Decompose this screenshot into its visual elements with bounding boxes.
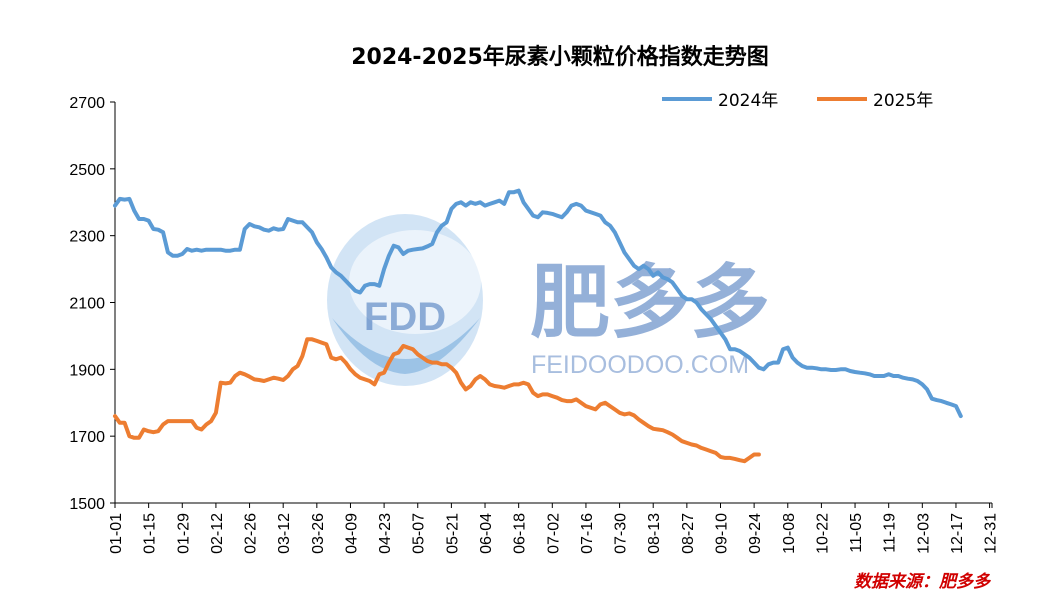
x-tick-label: 04-09 [343,513,360,554]
x-tick-label: 07-30 [613,513,630,554]
x-tick-label: 07-02 [545,513,562,554]
x-tick-label: 06-04 [478,513,495,554]
series-line-2025年 [113,337,761,464]
x-tick-label: 11-05 [848,513,865,553]
y-tick-group: 1500 1700 1900 2100 2300 2500 2700 [69,95,115,513]
x-tick-label: 04-23 [377,513,394,554]
watermark: FDD 肥多多 FEIDOODOO.COM [327,214,770,386]
x-tick-label: 05-07 [411,513,428,554]
x-tick-label: 02-26 [243,513,260,554]
x-tick-label: 03-26 [310,513,327,554]
y-tick-label: 1900 [69,362,105,379]
legend-label-2025: 2025年 [873,91,933,111]
watermark-logo-icon [327,214,483,386]
x-tick-label: 09-10 [713,513,730,554]
x-tick-label: 12-31 [983,513,1000,554]
x-tick-label: 08-13 [646,513,663,554]
x-tick-label: 01-15 [142,513,159,554]
x-tick-label: 03-12 [276,513,293,554]
x-tick-label: 06-18 [512,513,529,554]
y-tick-label: 2300 [69,229,105,246]
y-tick-label: 2700 [69,95,105,112]
x-tick-label: 01-29 [175,513,192,554]
y-tick-label: 2500 [69,162,105,179]
x-tick-label: 09-24 [747,513,764,554]
x-tick-label: 12-03 [915,513,932,554]
series-line-2024年 [113,188,963,419]
x-tick-label: 12-17 [949,513,966,554]
watermark-logo-text: FDD [364,295,446,339]
x-tick-label: 07-16 [579,513,596,554]
x-tick-label: 05-21 [444,513,461,554]
x-tick-label: 08-27 [680,513,697,554]
y-tick-label: 2100 [69,296,105,313]
series-group [113,188,963,464]
x-tick-label: 02-12 [209,513,226,554]
legend-label-2024: 2024年 [718,91,778,111]
x-tick-label: 01-01 [108,513,125,554]
y-tick-label: 1500 [69,496,105,513]
legend: 2024年 2025年 [662,91,933,111]
watermark-url: FEIDOODOO.COM [531,351,749,379]
source-note: 数据来源：肥多多 [854,572,992,592]
x-tick-label: 10-22 [814,513,831,554]
x-tick-group: 01-01 01-15 01-29 02-12 02-26 03-12 03-26 04-09… [108,503,1000,554]
x-tick-label: 11-19 [882,513,899,553]
x-tick-label: 10-08 [781,513,798,554]
y-tick-label: 1700 [69,429,105,446]
chart-title: 2024-2025年尿素小颗粒价格指数走势图 [351,44,769,70]
